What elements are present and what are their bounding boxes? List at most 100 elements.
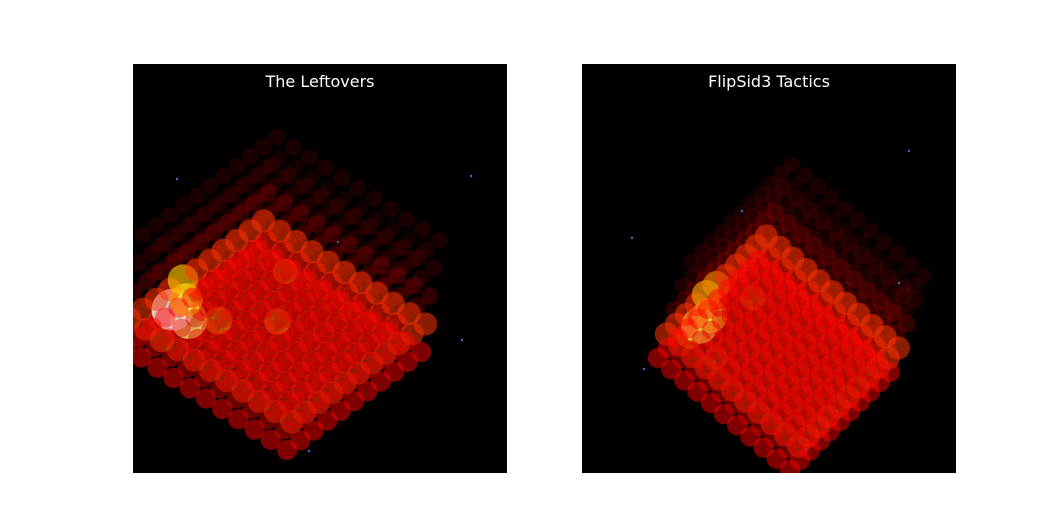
data-point — [849, 211, 866, 229]
data-point — [905, 277, 922, 295]
data-point — [875, 234, 893, 251]
data-point — [724, 321, 744, 341]
data-point — [414, 221, 432, 238]
data-point — [227, 206, 243, 223]
data-point — [380, 249, 397, 265]
data-point — [326, 220, 342, 236]
data-point — [779, 214, 797, 232]
data-point — [156, 234, 174, 252]
data-point — [234, 199, 250, 215]
data-point — [703, 234, 720, 251]
data-point — [351, 248, 367, 265]
data-point — [754, 199, 772, 217]
data-point — [783, 155, 800, 173]
data-point — [316, 208, 332, 224]
data-point — [764, 189, 782, 207]
data-point — [807, 337, 827, 357]
data-point — [778, 201, 795, 217]
data-point — [183, 215, 201, 233]
data-point — [274, 310, 294, 330]
data-point — [270, 197, 286, 213]
data-point — [304, 170, 320, 186]
data-point — [862, 222, 880, 240]
data-point — [244, 309, 264, 329]
data-point — [693, 243, 710, 261]
data-point — [915, 267, 932, 285]
data-point — [236, 359, 256, 379]
data-point — [397, 259, 413, 276]
data-point — [714, 238, 732, 256]
data-point — [161, 348, 181, 368]
data-point — [760, 407, 780, 427]
data-point — [281, 259, 302, 280]
axis-corner-marker — [740, 209, 744, 213]
data-point — [160, 255, 176, 272]
data-point — [367, 259, 384, 275]
data-point — [313, 280, 334, 301]
data-point — [853, 246, 871, 264]
data-point — [892, 267, 908, 283]
data-point — [309, 350, 329, 370]
data-point — [888, 245, 906, 262]
data-point — [859, 275, 875, 291]
data-point — [390, 261, 408, 278]
data-point — [271, 290, 291, 309]
data-point — [837, 380, 857, 400]
data-point — [879, 255, 895, 271]
data-point — [233, 339, 253, 359]
data-point — [319, 320, 339, 340]
axis-corner-marker — [630, 236, 634, 240]
data-point — [165, 227, 181, 244]
data-point — [306, 330, 326, 350]
data-point — [295, 360, 315, 380]
data-point — [780, 208, 796, 224]
data-point — [731, 363, 751, 383]
data-point — [339, 210, 355, 226]
data-point — [317, 159, 334, 177]
data-point — [399, 279, 417, 297]
data-point — [674, 277, 692, 295]
data-point — [780, 387, 800, 407]
data-point — [871, 292, 890, 311]
data-point — [269, 380, 289, 400]
data-point — [341, 371, 361, 391]
data-point — [816, 220, 832, 236]
data-point — [257, 299, 277, 319]
data-point — [827, 390, 847, 410]
data-point — [797, 347, 817, 367]
data-point — [364, 239, 381, 255]
data-point — [261, 179, 277, 195]
data-point — [747, 396, 767, 416]
data-point — [853, 233, 869, 249]
data-point — [774, 418, 794, 438]
data-point — [178, 218, 194, 234]
data-point — [299, 197, 316, 214]
data-point — [774, 179, 792, 197]
panel-title-right: FlipSid3 Tactics — [708, 72, 830, 91]
data-point — [748, 323, 768, 343]
data-point — [744, 302, 764, 322]
data-point — [221, 208, 237, 224]
data-point — [301, 400, 321, 420]
data-point — [171, 318, 191, 338]
data-point — [833, 253, 849, 269]
data-point — [145, 338, 165, 357]
data-point — [265, 249, 286, 270]
data-point — [382, 200, 399, 218]
data-point — [830, 232, 846, 248]
data-point — [806, 230, 822, 246]
data-point — [200, 226, 217, 242]
data-point — [800, 368, 820, 388]
data-point — [242, 399, 262, 419]
data-point — [884, 290, 900, 307]
data-point — [791, 212, 808, 228]
data-point — [205, 198, 221, 214]
data-point — [403, 251, 421, 268]
data-point — [800, 188, 816, 204]
data-point — [276, 330, 296, 350]
panel-title-left: The Leftovers — [265, 72, 375, 91]
data-point — [885, 297, 902, 314]
data-point — [804, 389, 824, 409]
data-point — [857, 268, 874, 284]
data-point — [753, 185, 770, 202]
